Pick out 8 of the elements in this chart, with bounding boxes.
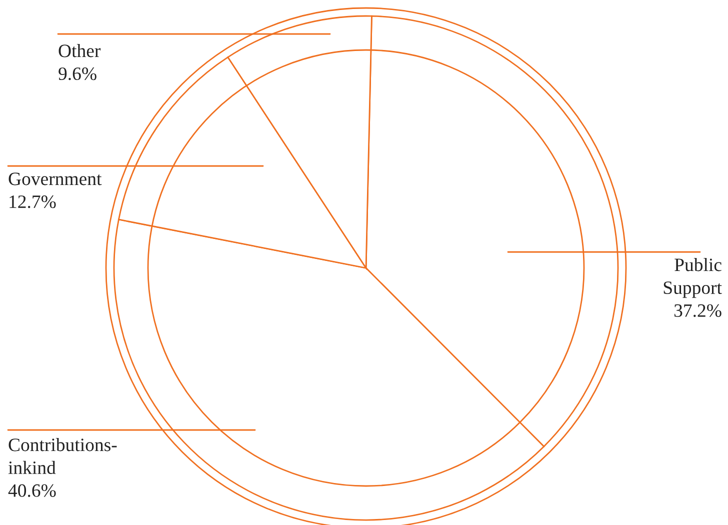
slice-label: Public Support xyxy=(664,258,722,298)
slice-label: Contributions-inkind xyxy=(8,438,117,474)
data-label: 40.6% xyxy=(8,484,56,497)
data-label: 37.2% xyxy=(674,304,722,317)
slice-label: Other xyxy=(58,44,101,58)
data-label: 12.7% xyxy=(10,195,56,208)
data-label: 9.6% xyxy=(58,67,96,80)
slice-label: Government xyxy=(8,172,102,186)
